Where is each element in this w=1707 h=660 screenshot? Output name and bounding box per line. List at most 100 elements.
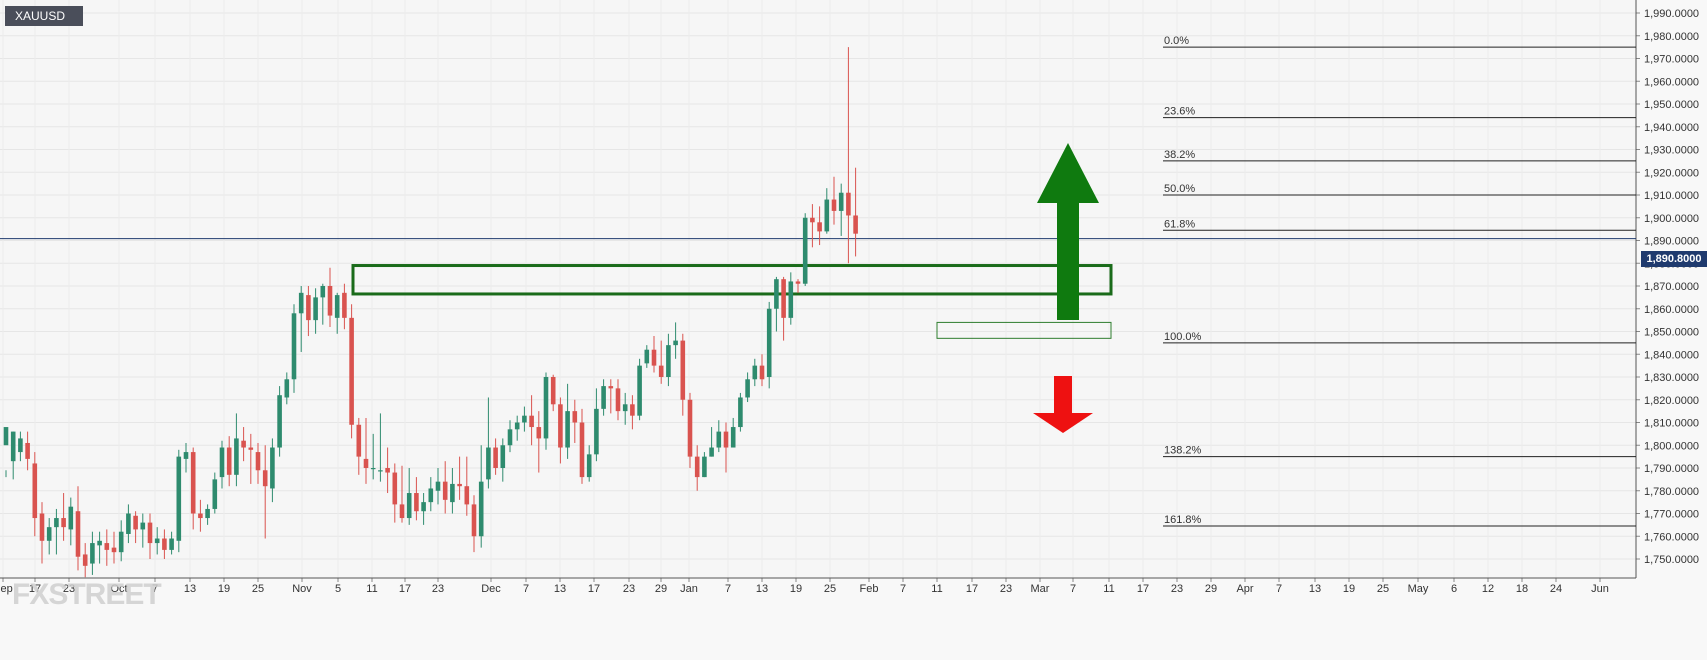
candle-body[interactable] — [10, 431, 16, 462]
candle-body[interactable] — [46, 527, 52, 541]
candle-body[interactable] — [536, 427, 542, 439]
candle-body[interactable] — [183, 452, 189, 459]
candle-body[interactable] — [514, 422, 520, 430]
candle-body[interactable] — [270, 447, 275, 489]
candle-body[interactable] — [543, 377, 549, 439]
candle-body[interactable] — [442, 481, 448, 500]
candle-body[interactable] — [169, 538, 174, 550]
candle-body[interactable] — [320, 286, 326, 298]
candle-body[interactable] — [853, 215, 858, 234]
candle-body[interactable] — [18, 438, 23, 453]
candle-body[interactable] — [118, 531, 124, 553]
candle-body[interactable] — [709, 447, 714, 457]
candle-body[interactable] — [82, 554, 88, 566]
candle-body[interactable] — [255, 452, 261, 471]
candle-body[interactable] — [507, 429, 513, 446]
candle-body[interactable] — [658, 365, 664, 377]
candle-body[interactable] — [370, 468, 376, 470]
candle-body[interactable] — [594, 408, 599, 455]
candle-body[interactable] — [493, 447, 498, 468]
plot-area[interactable] — [0, 0, 1636, 578]
candle-body[interactable] — [262, 470, 268, 487]
candle-body[interactable] — [356, 424, 362, 457]
candle-body[interactable] — [630, 404, 635, 416]
candle-body[interactable] — [205, 508, 210, 519]
candle-body[interactable] — [190, 452, 196, 514]
candle-body[interactable] — [97, 540, 102, 546]
candle-body[interactable] — [824, 199, 830, 232]
candle-body[interactable] — [298, 292, 304, 314]
candle-body[interactable] — [723, 431, 729, 448]
candle-body[interactable] — [565, 411, 570, 448]
candle-body[interactable] — [601, 386, 606, 409]
candle-body[interactable] — [766, 308, 772, 377]
candle-body[interactable] — [212, 479, 218, 509]
candle-body[interactable] — [378, 470, 383, 472]
candle-body[interactable] — [846, 192, 851, 216]
candle-body[interactable] — [781, 279, 786, 318]
candle-body[interactable] — [349, 317, 354, 425]
candle-body[interactable] — [133, 515, 138, 530]
candle-body[interactable] — [529, 415, 534, 428]
candle-body[interactable] — [586, 454, 592, 478]
candle-body[interactable] — [615, 388, 621, 412]
candle-body[interactable] — [25, 442, 30, 459]
candle-body[interactable] — [162, 538, 167, 550]
candle-body[interactable] — [608, 386, 614, 389]
candle-body[interactable] — [802, 217, 808, 284]
candle-body[interactable] — [435, 481, 441, 491]
candle-body[interactable] — [147, 522, 153, 544]
candle-body[interactable] — [39, 513, 45, 541]
candle-body[interactable] — [759, 365, 765, 380]
candle-body[interactable] — [464, 486, 470, 505]
candle-body[interactable] — [644, 349, 650, 364]
candle-body[interactable] — [486, 447, 491, 480]
candle-body[interactable] — [248, 447, 254, 450]
candle-body[interactable] — [219, 447, 225, 478]
candle-body[interactable] — [500, 445, 506, 468]
candle-body[interactable] — [327, 286, 333, 316]
candle-body[interactable] — [752, 365, 758, 380]
candle-body[interactable] — [738, 397, 743, 428]
candle-body[interactable] — [291, 313, 297, 380]
candle-body[interactable] — [176, 456, 182, 541]
candle-body[interactable] — [694, 456, 700, 478]
candle-body[interactable] — [702, 456, 707, 478]
candle-body[interactable] — [198, 513, 203, 519]
candle-body[interactable] — [478, 481, 484, 537]
candle-body[interactable] — [421, 502, 426, 512]
candle-body[interactable] — [810, 217, 815, 223]
candle-body[interactable] — [730, 427, 736, 448]
candle-body[interactable] — [471, 504, 477, 537]
candle-body[interactable] — [572, 411, 578, 423]
candle-body[interactable] — [838, 192, 844, 211]
candle-body[interactable] — [306, 295, 311, 321]
candle-body[interactable] — [399, 504, 405, 519]
candle-body[interactable] — [579, 422, 585, 478]
candle-body[interactable] — [622, 404, 628, 412]
candle-body[interactable] — [774, 279, 779, 309]
candle-body[interactable] — [284, 379, 290, 398]
candle-body[interactable] — [637, 365, 642, 416]
candle-body[interactable] — [277, 395, 282, 448]
candle-body[interactable] — [680, 340, 686, 400]
candle-body[interactable] — [795, 281, 801, 284]
candle-body[interactable] — [32, 463, 38, 519]
candle-body[interactable] — [54, 518, 59, 528]
candle-body[interactable] — [550, 377, 556, 405]
candle-body[interactable] — [428, 488, 434, 503]
candle-body[interactable] — [817, 222, 822, 232]
candle-body[interactable] — [126, 513, 131, 534]
candle-body[interactable] — [392, 472, 398, 505]
candle-body[interactable] — [234, 438, 239, 475]
candle-body[interactable] — [716, 431, 722, 448]
candle-body[interactable] — [558, 404, 563, 448]
candle-body[interactable] — [241, 440, 246, 448]
support-zone-box[interactable] — [936, 321, 1112, 339]
candle-body[interactable] — [414, 493, 419, 512]
candle-body[interactable] — [666, 345, 671, 377]
candle-body[interactable] — [651, 349, 657, 366]
candle-body[interactable] — [154, 538, 160, 544]
